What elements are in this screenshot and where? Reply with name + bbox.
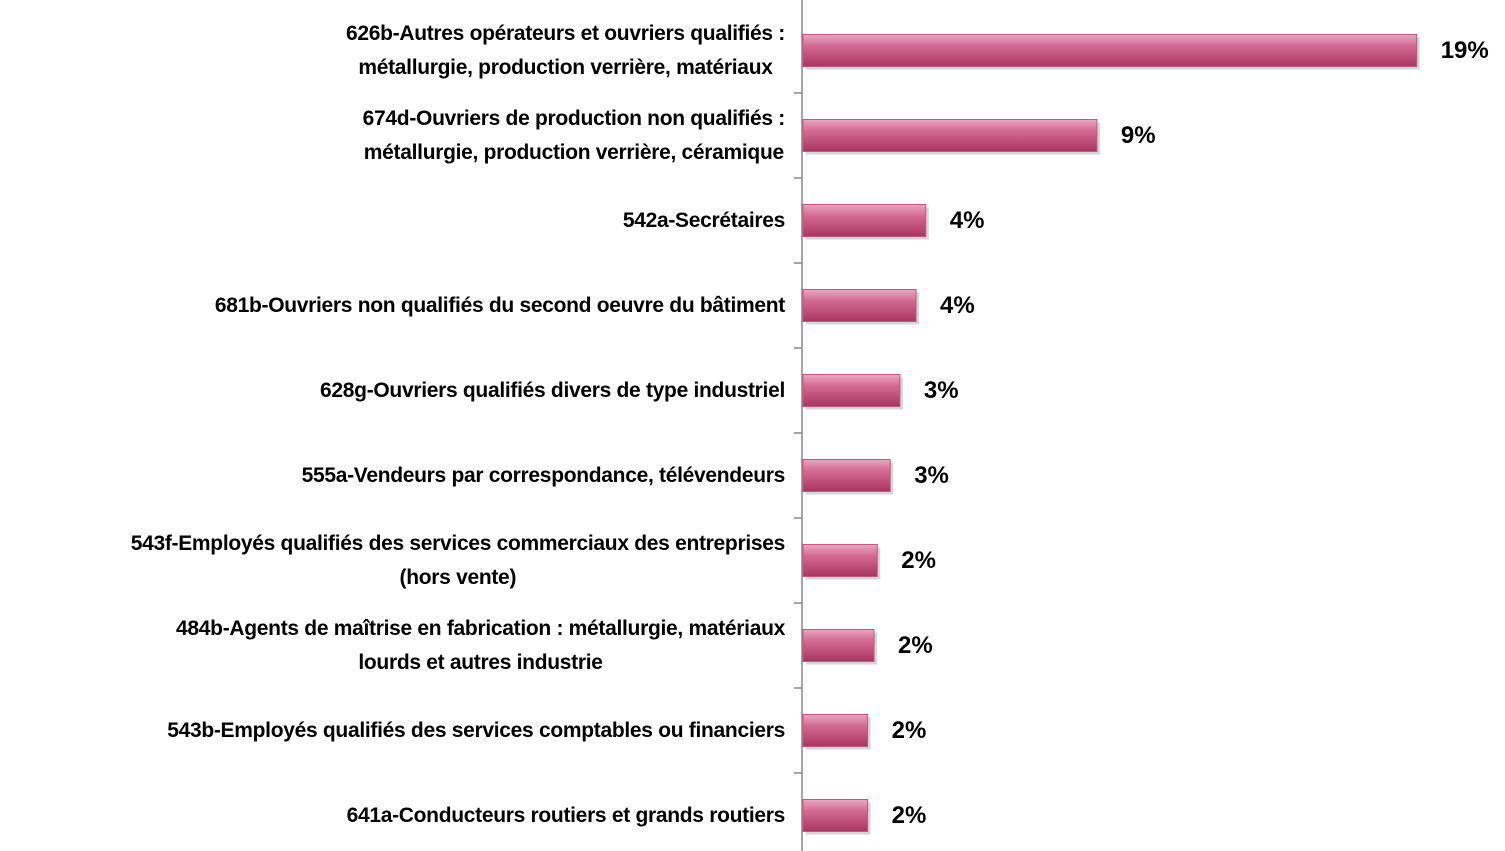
- bar: [802, 544, 878, 577]
- category-label: 555a-Vendeurs par correspondance, téléve…: [301, 463, 786, 487]
- bar: [802, 289, 917, 322]
- category-label: 542a-Secrétaires: [622, 208, 785, 232]
- category-label: 484b-Agents de maîtrise en fabrication :…: [176, 616, 785, 674]
- value-label: 2%: [901, 546, 936, 574]
- value-label: 3%: [914, 461, 949, 489]
- category-label: 681b-Ouvriers non qualifiés du second oe…: [214, 293, 785, 317]
- category-label: 674d-Ouvriers de production non qualifié…: [362, 106, 786, 164]
- bar: [802, 799, 869, 832]
- category-label: 641a-Conducteurs routiers et grands rout…: [346, 803, 786, 827]
- category-label: 543f-Employés qualifiés des services com…: [130, 531, 786, 589]
- bar: [802, 629, 875, 662]
- category-label: 626b-Autres opérateurs et ouvriers quali…: [345, 21, 785, 79]
- bar: [802, 459, 891, 492]
- category-label: 543b-Employés qualifiés des services com…: [167, 718, 785, 742]
- value-label: 3%: [923, 376, 959, 404]
- value-label: 4%: [940, 291, 975, 319]
- value-label: 2%: [891, 801, 927, 829]
- bar: [802, 34, 1418, 67]
- category-label: 628g-Ouvriers qualifiés divers de type i…: [320, 378, 785, 402]
- bar: [802, 374, 901, 407]
- value-label: 19%: [1440, 36, 1489, 64]
- bar: [802, 119, 1098, 152]
- value-label: 9%: [1120, 121, 1156, 149]
- value-label: 2%: [898, 631, 933, 659]
- value-label: 4%: [949, 206, 985, 234]
- bar: [802, 714, 869, 747]
- bar: [802, 204, 927, 237]
- value-label: 2%: [891, 716, 927, 744]
